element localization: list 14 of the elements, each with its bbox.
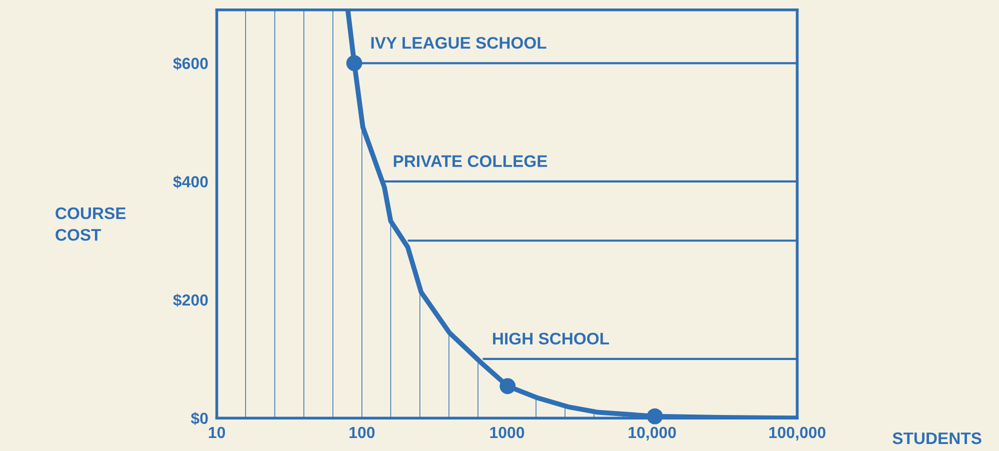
y-tick-label: $600: [173, 57, 208, 70]
y-tick-label: $0: [190, 412, 208, 426]
x-tick-label: 100,000: [769, 426, 826, 440]
x-tick-label: 10,000: [628, 426, 676, 440]
y-tick-label: $400: [173, 175, 208, 188]
x-tick-label: 1000: [490, 426, 524, 438]
annotation: HIGH SCHOOL: [493, 332, 610, 345]
annotation: PRIVATE COLLEGE: [394, 155, 548, 168]
x-tick-label: 100: [350, 426, 375, 438]
x-tick-label: 10: [208, 426, 226, 438]
y-tick-label: $200: [173, 294, 208, 307]
annotation: IVY LEAGUE SCHOOL: [371, 36, 546, 49]
x-axis-title: STUDENTS: [892, 432, 982, 444]
y-axis-title: COURSE COST: [56, 207, 126, 241]
